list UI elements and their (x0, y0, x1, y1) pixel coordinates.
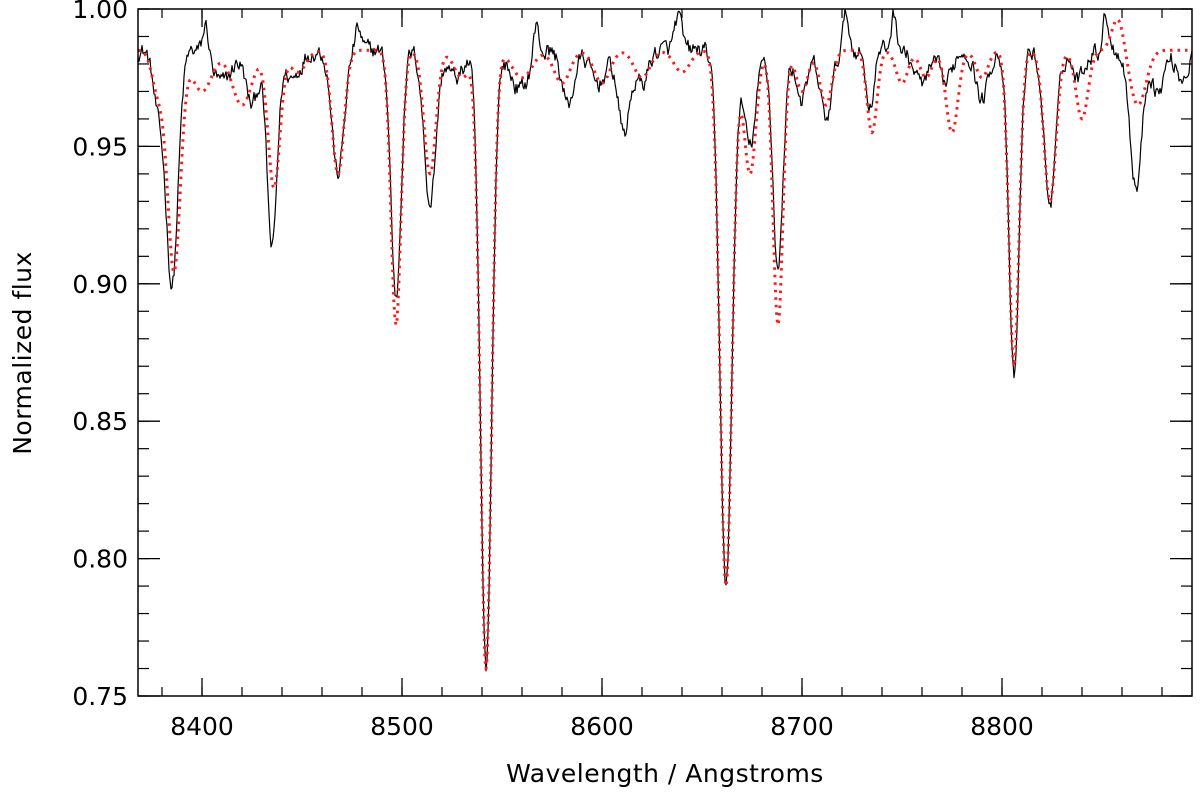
y-tick-label: 0.80 (72, 545, 128, 574)
y-tick-label: 1.00 (72, 0, 128, 24)
series-line-model (138, 17, 1192, 671)
series-layer (138, 9, 1192, 672)
plot-frame (137, 8, 1193, 697)
y-axis-title: Normalized flux (8, 251, 37, 455)
x-axis-title: Wavelength / Angstroms (506, 759, 824, 788)
y-tick-label: 0.75 (72, 682, 128, 711)
x-tick-label: 8400 (170, 712, 234, 741)
y-tick-label: 0.85 (72, 407, 128, 436)
x-tick-label: 8800 (970, 712, 1034, 741)
labels-layer: 8400 8500 8600 8700 8800 0.75 0.80 0.85 0.90 0.95… (72, 0, 1033, 741)
y-tick-label: 0.95 (72, 132, 128, 161)
y-tick-label: 0.90 (72, 270, 128, 299)
ticks-layer (138, 8, 1192, 697)
x-tick-label: 8600 (570, 712, 634, 741)
x-tick-label: 8700 (770, 712, 834, 741)
series-line-observed (138, 9, 1192, 672)
x-tick-label: 8500 (370, 712, 434, 741)
